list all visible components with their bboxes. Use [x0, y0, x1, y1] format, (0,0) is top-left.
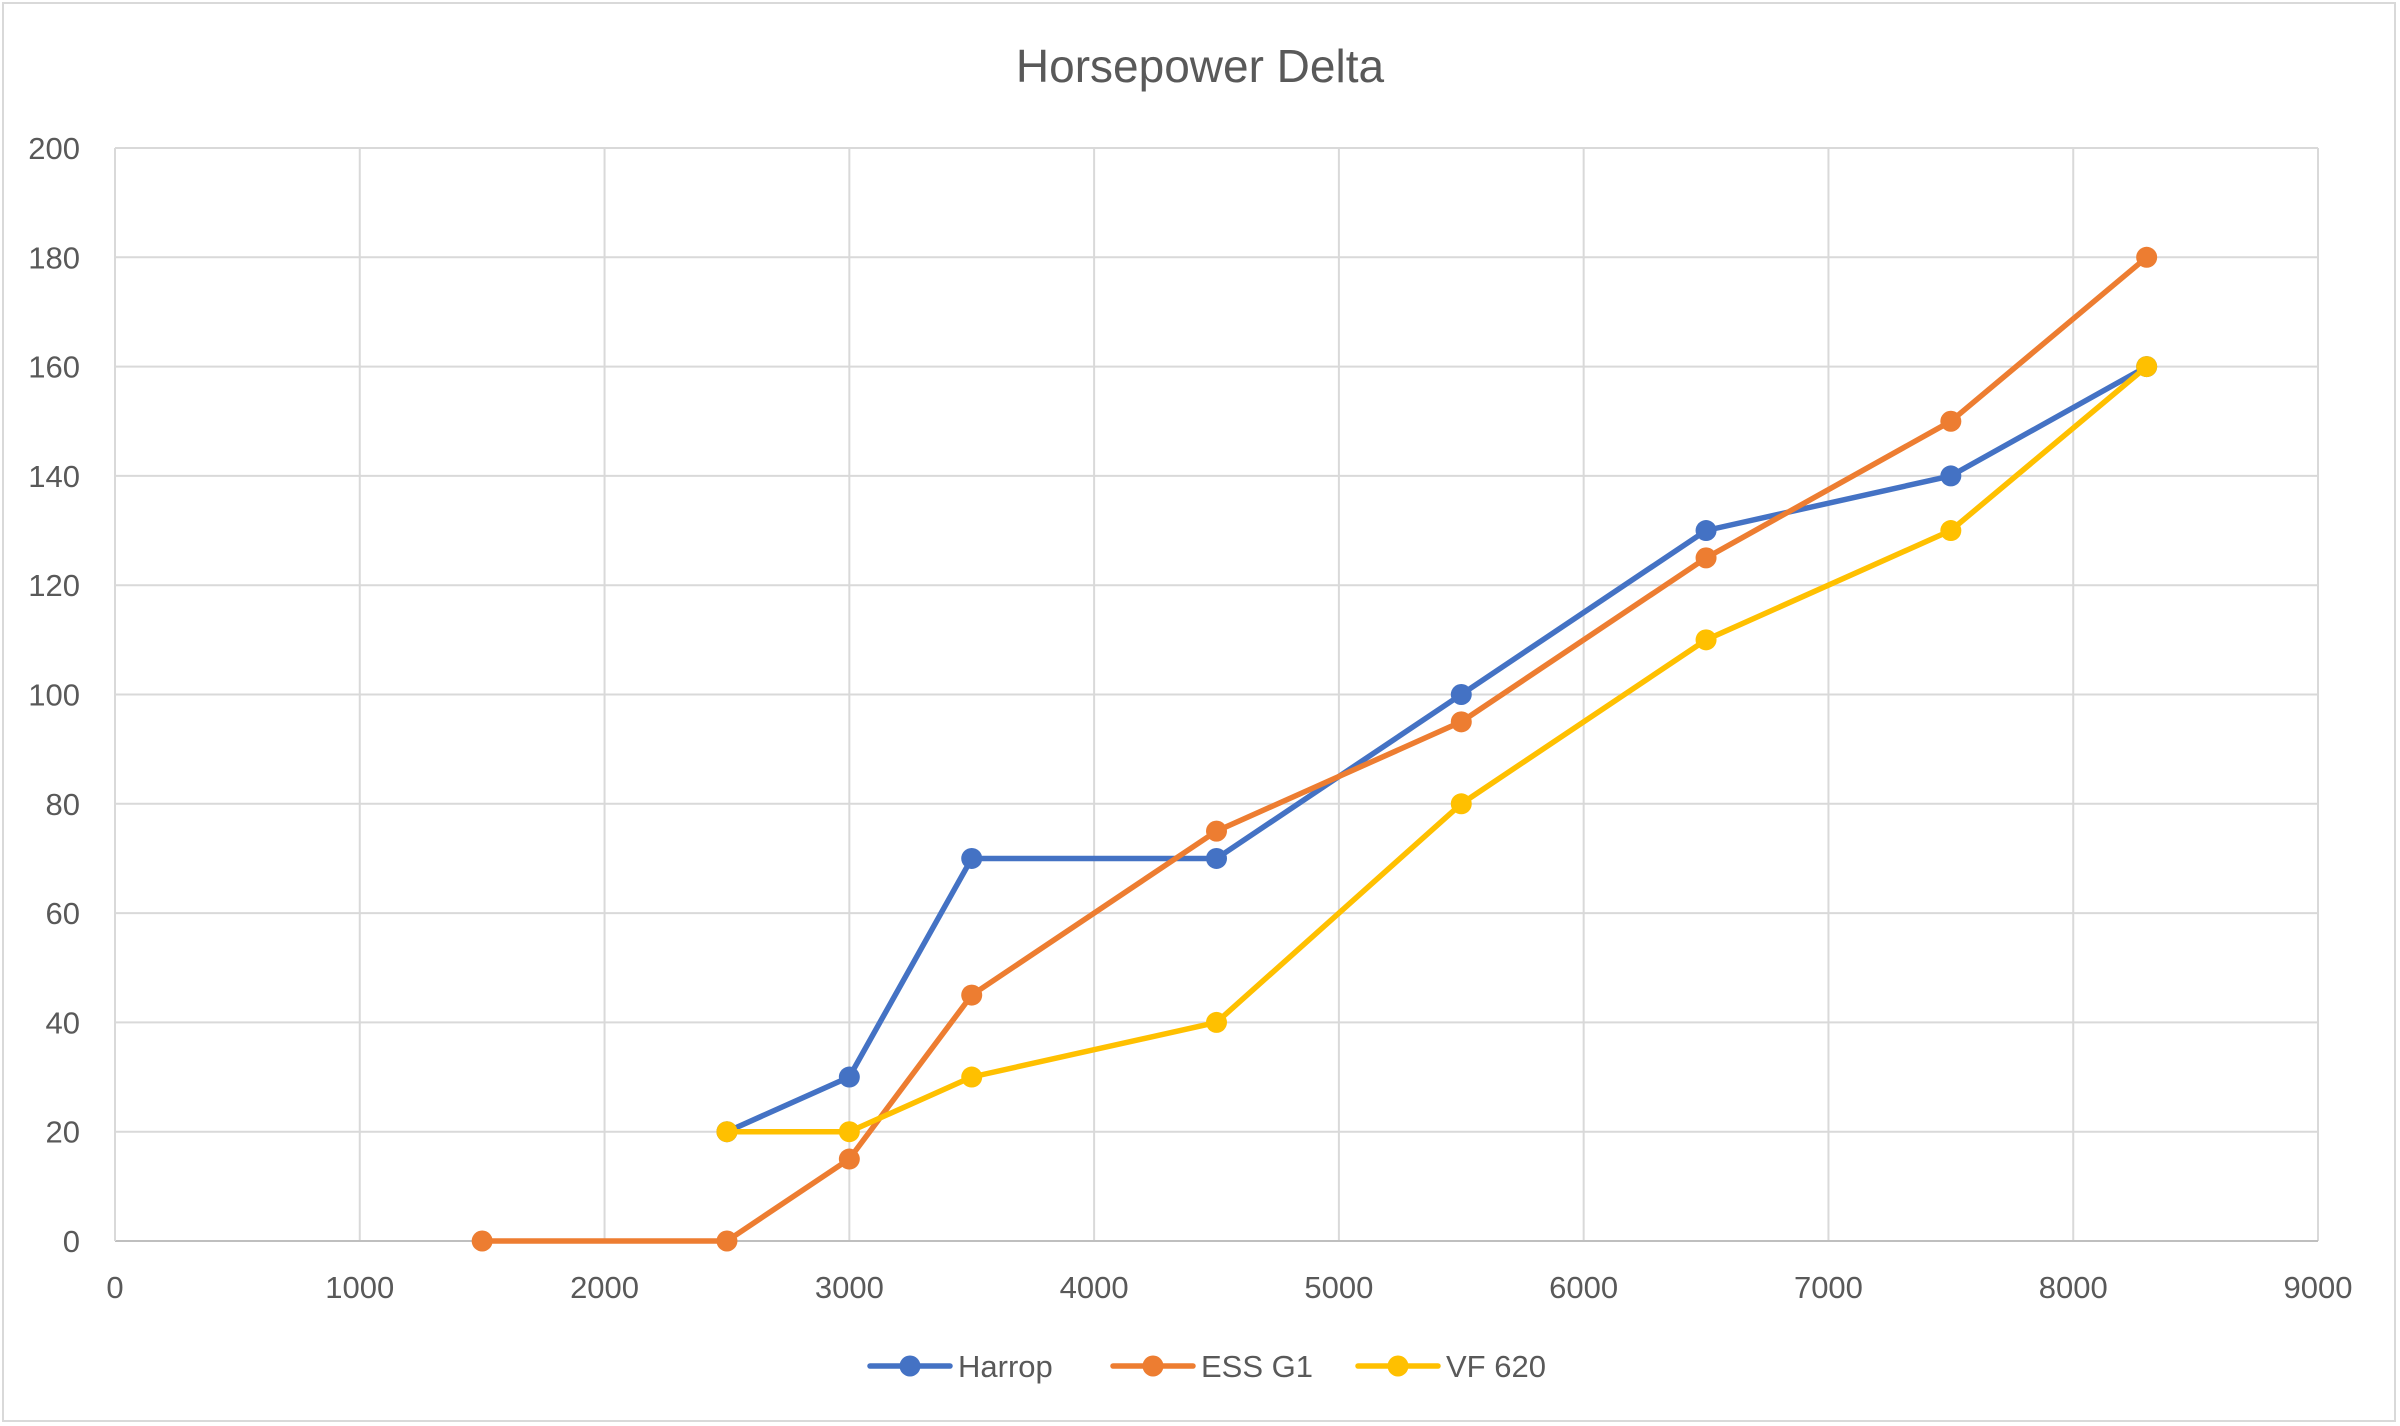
x-axis-ticks: 0 1000 2000 3000 4000 5000 6000 7000 8000 9000 [106, 1270, 2352, 1305]
data-point [1206, 1011, 1227, 1033]
series-group [471, 246, 2158, 1252]
legend: Harrop ESS G1 VF 620 [867, 1349, 1546, 1384]
legend-marker [1142, 1355, 1164, 1377]
x-tick-label: 4000 [1060, 1270, 1129, 1305]
y-tick-label: 40 [46, 1005, 80, 1040]
data-point [1695, 520, 1717, 542]
series-harrop [716, 356, 2158, 1143]
x-tick-label: 3000 [815, 1270, 884, 1305]
y-tick-label: 180 [28, 240, 80, 275]
y-tick-label: 100 [28, 678, 80, 713]
legend-label: VF 620 [1446, 1349, 1546, 1384]
data-point [1695, 629, 1717, 651]
y-tick-label: 20 [46, 1115, 80, 1150]
chart-title: Horsepower Delta [1016, 40, 1385, 92]
x-tick-label: 5000 [1304, 1270, 1373, 1305]
data-point [1450, 684, 1472, 705]
y-tick-label: 140 [28, 459, 80, 494]
grid [115, 147, 2319, 1241]
data-point [2136, 356, 2158, 378]
legend-item: Harrop [867, 1349, 1053, 1384]
x-tick-label: 1000 [325, 1270, 394, 1305]
y-axis-ticks: 0 20 40 60 80 100 120 140 160 180 200 [28, 131, 80, 1259]
y-tick-label: 80 [46, 787, 80, 822]
data-point [961, 1066, 983, 1088]
data-point [1940, 465, 1962, 487]
data-point [1940, 520, 1962, 542]
series-line [479, 254, 2150, 1244]
data-point [1940, 410, 1962, 432]
x-tick-label: 9000 [2284, 1270, 2353, 1305]
data-point [716, 1230, 738, 1252]
data-point [2136, 246, 2158, 268]
y-tick-label: 160 [28, 350, 80, 385]
legend-item: ESS G1 [1110, 1349, 1313, 1384]
legend-label: Harrop [958, 1349, 1053, 1384]
data-point [838, 1066, 860, 1088]
y-tick-label: 0 [63, 1224, 80, 1259]
y-tick-label: 120 [28, 568, 80, 603]
x-tick-label: 0 [106, 1270, 123, 1305]
data-point [961, 984, 983, 1006]
data-point [961, 847, 983, 869]
data-point [716, 1121, 738, 1143]
legend-label: ESS G1 [1201, 1349, 1313, 1384]
x-tick-label: 7000 [1794, 1270, 1863, 1305]
y-tick-label: 200 [28, 131, 80, 166]
data-point [838, 1148, 860, 1170]
legend-item: VF 620 [1355, 1349, 1546, 1384]
y-tick-label: 60 [46, 896, 80, 931]
x-tick-label: 2000 [570, 1270, 639, 1305]
legend-marker [1387, 1355, 1409, 1377]
legend-marker [899, 1355, 921, 1377]
data-point [1206, 820, 1227, 842]
data-point [1450, 793, 1472, 815]
series-vf-620 [716, 356, 2158, 1143]
data-point [471, 1230, 493, 1252]
series-line [724, 363, 2150, 1135]
data-point [1450, 711, 1472, 733]
x-tick-label: 6000 [1549, 1270, 1618, 1305]
series-line [724, 363, 2150, 1135]
series-ess-g1 [471, 246, 2158, 1252]
data-point [1695, 547, 1717, 569]
data-point [838, 1121, 860, 1143]
data-point [1206, 847, 1227, 869]
x-tick-label: 8000 [2039, 1270, 2108, 1305]
